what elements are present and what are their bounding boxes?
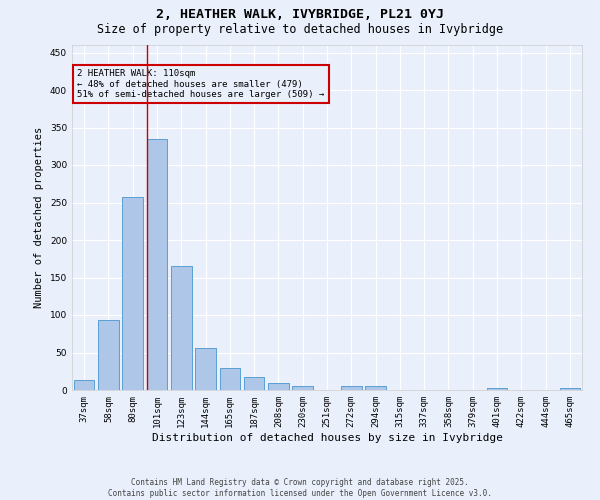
Bar — [341, 386, 362, 390]
Bar — [244, 376, 265, 390]
Bar — [74, 380, 94, 390]
Bar — [560, 388, 580, 390]
Bar — [195, 348, 216, 390]
Text: 2, HEATHER WALK, IVYBRIDGE, PL21 0YJ: 2, HEATHER WALK, IVYBRIDGE, PL21 0YJ — [156, 8, 444, 20]
Text: Size of property relative to detached houses in Ivybridge: Size of property relative to detached ho… — [97, 22, 503, 36]
Y-axis label: Number of detached properties: Number of detached properties — [34, 127, 44, 308]
Bar — [122, 196, 143, 390]
Text: Contains HM Land Registry data © Crown copyright and database right 2025.
Contai: Contains HM Land Registry data © Crown c… — [108, 478, 492, 498]
Bar — [146, 138, 167, 390]
Bar — [365, 386, 386, 390]
X-axis label: Distribution of detached houses by size in Ivybridge: Distribution of detached houses by size … — [151, 432, 503, 442]
Bar — [487, 388, 508, 390]
Text: 2 HEATHER WALK: 110sqm
← 48% of detached houses are smaller (479)
51% of semi-de: 2 HEATHER WALK: 110sqm ← 48% of detached… — [77, 69, 325, 99]
Bar — [268, 382, 289, 390]
Bar — [98, 320, 119, 390]
Bar — [171, 266, 191, 390]
Bar — [220, 368, 240, 390]
Bar — [292, 386, 313, 390]
